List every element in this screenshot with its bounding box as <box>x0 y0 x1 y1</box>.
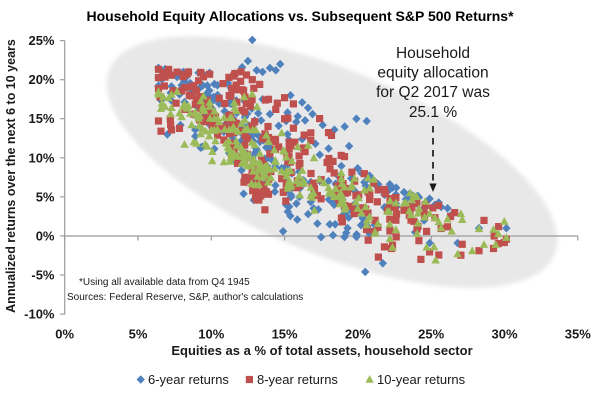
svg-text:Household: Household <box>396 45 470 62</box>
svg-text:*Using all available data from: *Using all available data from Q4 1945 <box>79 277 250 288</box>
svg-text:-10%: -10% <box>24 307 55 322</box>
svg-text:-5%: -5% <box>31 268 55 283</box>
svg-text:20%: 20% <box>28 72 54 87</box>
svg-text:15%: 15% <box>28 111 54 126</box>
svg-text:10-year returns: 10-year returns <box>377 372 466 387</box>
svg-text:10%: 10% <box>28 150 54 165</box>
svg-text:10%: 10% <box>198 327 224 342</box>
svg-text:25%: 25% <box>418 327 444 342</box>
svg-text:0%: 0% <box>55 327 74 342</box>
svg-text:35%: 35% <box>565 327 591 342</box>
svg-text:5%: 5% <box>36 189 55 204</box>
svg-text:5%: 5% <box>129 327 148 342</box>
svg-text:6-year returns: 6-year returns <box>148 372 229 387</box>
svg-text:0%: 0% <box>36 228 55 243</box>
svg-text:Annualized returns over the ne: Annualized returns over the next 6 to 10… <box>4 39 18 313</box>
svg-text:8-year returns: 8-year returns <box>257 372 338 387</box>
svg-text:Household Equity Allocations v: Household Equity Allocations vs. Subsequ… <box>86 8 514 24</box>
svg-text:Equities as a % of total asset: Equities as a % of total assets, househo… <box>171 343 472 358</box>
svg-text:Sources: Federal Reserve, S&P,: Sources: Federal Reserve, S&P, author's … <box>67 292 303 303</box>
svg-text:30%: 30% <box>491 327 517 342</box>
svg-text:25.1 %: 25.1 % <box>409 104 457 121</box>
svg-text:20%: 20% <box>345 327 371 342</box>
svg-text:15%: 15% <box>272 327 298 342</box>
svg-text:25%: 25% <box>28 33 54 48</box>
svg-text:for Q2 2017 was: for Q2 2017 was <box>376 84 490 101</box>
svg-text:equity allocation: equity allocation <box>377 65 488 82</box>
